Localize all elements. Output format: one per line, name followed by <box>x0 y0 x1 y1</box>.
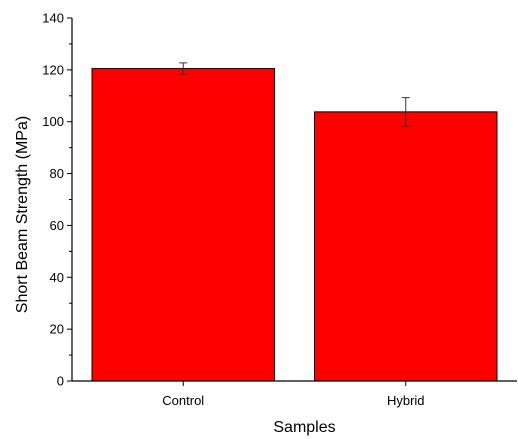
y-axis-title: Short Beam Strength (MPa) <box>14 116 31 313</box>
y-tick-label: 140 <box>42 11 64 26</box>
y-tick-label: 120 <box>42 62 64 77</box>
bars <box>91 68 498 382</box>
y-axis-ticks: 0 20 40 60 80 100 120 140 <box>42 11 72 389</box>
y-tick-label: 60 <box>50 218 64 233</box>
bar-control <box>91 68 275 382</box>
x-axis-ticks: Control Hybrid <box>162 381 425 408</box>
axes <box>71 18 517 382</box>
y-tick-label: 80 <box>50 166 64 181</box>
y-tick-label: 20 <box>50 322 64 337</box>
error-bars <box>179 62 410 127</box>
x-axis-title: Samples <box>273 419 335 436</box>
x-tick-label: Control <box>162 393 204 408</box>
y-tick-label: 40 <box>50 270 64 285</box>
x-tick-label: Hybrid <box>387 393 425 408</box>
bar-hybrid <box>314 111 498 382</box>
y-tick-label: 100 <box>42 114 64 129</box>
y-tick-label: 0 <box>57 374 64 389</box>
